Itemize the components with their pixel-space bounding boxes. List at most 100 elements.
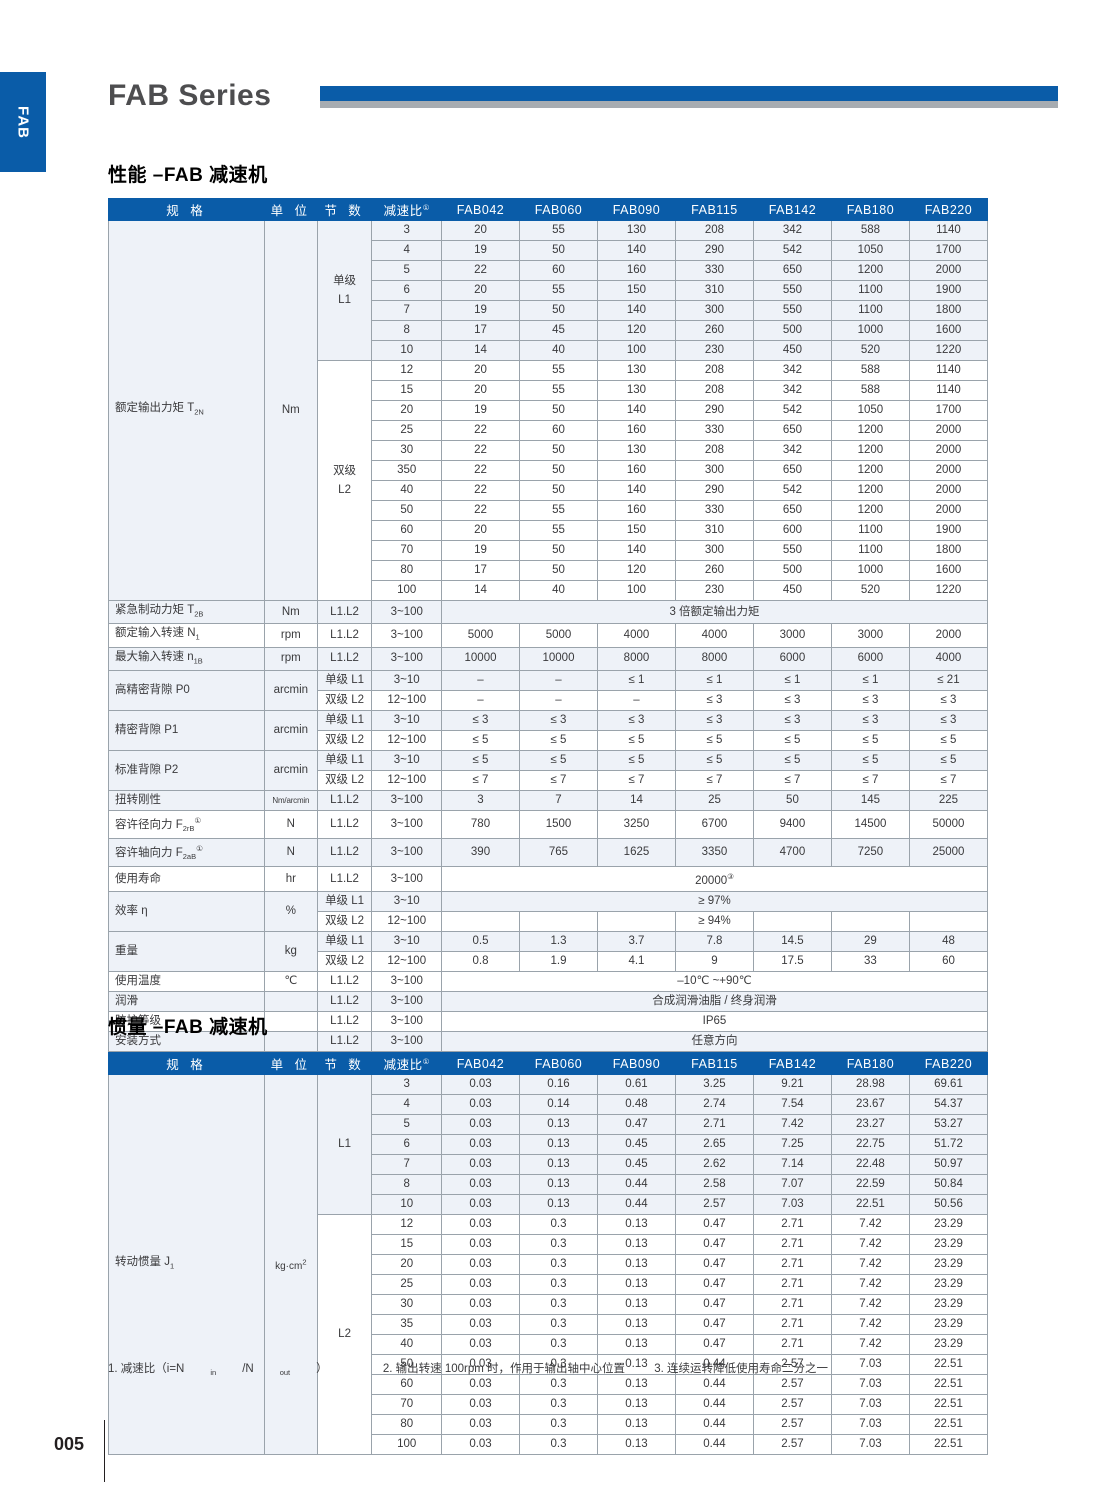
- value-cell-fab115: 25: [674, 789, 754, 811]
- inertia-row-l2: 40 0.03 0.3 0.13 0.47 2.71 7.42 23.29: [109, 1334, 989, 1355]
- row-label-service-life: 使用寿命: [108, 866, 265, 892]
- column-header-spec: 规 格: [108, 1052, 265, 1075]
- value-cell-fab142: ≤ 5: [752, 729, 832, 751]
- ratio-cell: 25: [371, 1274, 443, 1295]
- value-cell-fab090: 14: [596, 789, 676, 811]
- row-unit-operating-temperature: ℃: [263, 970, 318, 992]
- ratio-cell: 100: [371, 580, 443, 601]
- value-cell-fab142: 2.57: [752, 1374, 832, 1395]
- value-cell-fab115: 290: [674, 240, 754, 261]
- value-cell-fab090: 1625: [596, 838, 676, 868]
- value-cell-fab115: 0.47: [674, 1214, 754, 1235]
- torque-row-l2: 15 20 55 130 208 342 588 1140: [109, 380, 989, 401]
- ratio-cell: 35: [371, 1314, 443, 1335]
- value-cell-fab042: 19: [441, 300, 520, 321]
- value-cell-fab090: 100: [596, 580, 676, 601]
- value-cell-fab220: 22.51: [908, 1374, 989, 1395]
- value-cell-fab180: ≤ 3: [830, 689, 910, 711]
- row-ratio-weight-l2: 12~100: [371, 950, 443, 972]
- performance-table: 规 格 单 位 节 数 减速比① FAB042 FAB060 FAB090 FA…: [108, 198, 989, 1075]
- value-cell-fab180: 1200: [830, 260, 910, 281]
- value-cell-fab142: 450: [752, 580, 832, 601]
- value-cell-fab115: ≤ 1: [674, 669, 754, 691]
- value-cell-fab180: [830, 910, 910, 932]
- row-label-weight: 重量: [108, 930, 265, 972]
- value-cell-fab060: 1.9: [519, 950, 598, 972]
- row-ratio-service-life: 3~100: [371, 866, 443, 892]
- footnote-2: 2. 输出转速 100rpm 时，作用于输出轴中心位置: [382, 1363, 626, 1375]
- value-cell-fab090: 0.45: [596, 1134, 676, 1155]
- value-cell-fab090: 0.13: [596, 1414, 676, 1435]
- value-cell-fab090: 130: [596, 380, 676, 401]
- column-header-stage: 节 数: [316, 1052, 373, 1075]
- torque-row-l2: 80 17 50 120 260 500 1000 1600: [109, 560, 989, 581]
- merged-value-lubrication: 合成润滑油脂 / 终身润滑: [441, 990, 988, 1012]
- value-cell-fab060: 7: [519, 789, 598, 811]
- value-cell-fab180: 23.27: [830, 1114, 910, 1135]
- value-cell-fab060: –: [519, 669, 598, 691]
- footnote-marker-1: ①: [422, 202, 430, 212]
- value-cell-fab115: 208: [674, 380, 754, 401]
- value-cell-fab090: 160: [596, 420, 676, 441]
- value-cell-fab180: 7.42: [830, 1294, 910, 1315]
- row-unit-max-input-speed: rpm: [263, 646, 318, 671]
- value-cell-fab115: ≤ 5: [674, 749, 754, 771]
- row-stage-efficiency-l2: 双级 L2: [316, 910, 373, 932]
- value-cell-fab060: 0.13: [519, 1114, 598, 1135]
- ratio-cell: 7: [371, 300, 443, 321]
- value-cell-fab090: 3250: [596, 809, 676, 840]
- row-ratio-backlash-p1-l2: 12~100: [371, 729, 443, 751]
- protection-class-row: 防护等级 L1.L2 3~100 IP65: [108, 1010, 988, 1032]
- value-cell-fab042: 22: [441, 260, 520, 281]
- footnote-3: 3. 连续运转降低使用寿命二分之一: [654, 1363, 829, 1375]
- ratio-cell: 40: [371, 480, 443, 501]
- column-header-fab180: FAB180: [830, 198, 910, 221]
- row-ratio-efficiency-l1: 3~10: [371, 890, 443, 912]
- value-cell-fab180: 22.48: [830, 1154, 910, 1175]
- value-cell-fab060: –: [519, 689, 598, 711]
- allowable-axial-force-row: 容许轴向力 F2aB① N L1.L2 3~100 390 765 1625 3350 4700…: [108, 838, 989, 868]
- row-stage-backlash-p0-l2: 双级 L2: [316, 689, 373, 711]
- column-header-fab142: FAB142: [752, 1052, 832, 1075]
- value-cell-fab142: 2.71: [752, 1234, 832, 1255]
- row-ratio-lubrication: 3~100: [371, 990, 443, 1012]
- value-cell-fab042: 19: [441, 400, 520, 421]
- value-cell-fab060: 0.3: [519, 1334, 598, 1355]
- value-cell-fab042: –: [441, 689, 520, 711]
- value-cell-fab060: 40: [519, 580, 598, 601]
- value-cell-fab220: 1600: [908, 320, 989, 341]
- ratio-cell: 30: [371, 440, 443, 461]
- row-unit-emergency-brake-torque: Nm: [263, 599, 318, 625]
- backlash-p1-row-l1: 精密背隙 P1 arcmin 单级 L1 3~10 ≤ 3 ≤ 3 ≤ 3 ≤ 3 ≤ 3 ≤ 3…: [108, 709, 989, 751]
- value-cell-fab042: 780: [441, 809, 520, 840]
- value-cell-fab142: 7.07: [752, 1174, 832, 1195]
- value-cell-fab220: 50.56: [908, 1194, 989, 1215]
- column-header-fab090: FAB090: [596, 198, 676, 221]
- value-cell-fab180: 1100: [830, 520, 910, 541]
- row-ratio-weight-l1: 3~10: [371, 930, 443, 952]
- row-label-backlash-p0: 高精密背隙 P0: [108, 669, 265, 711]
- stage-cell-l2: L2: [316, 1214, 373, 1455]
- value-cell-fab220: 23.29: [908, 1274, 989, 1295]
- inertia-table: 规 格 单 位 节 数 减速比① FAB042 FAB060 FAB090 FA…: [108, 1052, 989, 1455]
- inertia-row-l1: 7 0.03 0.13 0.45 2.62 7.14 22.48 50.97: [109, 1154, 989, 1175]
- row-stage-operating-temperature: L1.L2: [316, 970, 373, 992]
- value-cell-fab142: 2.71: [752, 1274, 832, 1295]
- value-cell-fab180: 7.03: [830, 1354, 910, 1375]
- row-ratio-backlash-p1-l1: 3~10: [371, 709, 443, 731]
- value-cell-fab042: 0.03: [441, 1214, 520, 1235]
- value-cell-fab060: 50: [519, 400, 598, 421]
- value-cell-fab180: 6000: [830, 646, 910, 671]
- value-cell-fab180: ≤ 5: [830, 749, 910, 771]
- row-label-max-input-speed: 最大输入转速 n1B: [108, 646, 265, 671]
- value-cell-fab042: 14: [441, 580, 520, 601]
- value-cell-fab060: 0.3: [519, 1354, 598, 1375]
- value-cell-fab042: 17: [441, 320, 520, 341]
- value-cell-fab220: 50000: [908, 809, 989, 840]
- value-cell-fab090: 0.13: [596, 1434, 676, 1455]
- value-cell-fab180: 1100: [830, 540, 910, 561]
- ratio-cell: 60: [371, 520, 443, 541]
- value-cell-fab090: ≤ 7: [596, 769, 676, 791]
- value-cell-fab142: 9.21: [752, 1074, 832, 1095]
- value-cell-fab180: 7.03: [830, 1434, 910, 1455]
